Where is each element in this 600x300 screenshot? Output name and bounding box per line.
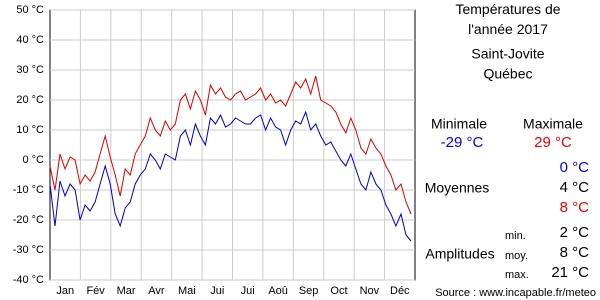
y-tick-label: 10 °C: [16, 124, 44, 136]
amplitude-name: min.: [505, 230, 526, 242]
average-mean: 4 °C: [560, 179, 590, 196]
y-tick-label: 30 °C: [16, 64, 44, 76]
x-tick-label: Jui: [241, 285, 255, 297]
x-tick-label: Mar: [117, 285, 136, 297]
y-tick-label: -20 °C: [13, 214, 44, 226]
y-tick-label: 0 °C: [22, 154, 44, 166]
average-max: 8 °C: [560, 199, 590, 216]
amplitude-value: 2 °C: [560, 224, 590, 241]
amplitudes-label: Amplitudes: [425, 246, 494, 262]
x-tick-label: Oct: [330, 285, 347, 297]
y-tick-label: -10 °C: [13, 184, 44, 196]
y-tick-label: 20 °C: [16, 94, 44, 106]
x-tick-label: Jui: [210, 285, 224, 297]
x-tick-label: Nov: [360, 285, 380, 297]
x-tick-label: Aoû: [268, 285, 288, 297]
temperature-line: [49, 75, 412, 215]
x-tick-label: Sep: [299, 285, 319, 297]
x-tick-label: Mai: [178, 285, 196, 297]
amplitude-value: 8 °C: [560, 244, 590, 261]
x-tick-label: Jan: [56, 285, 74, 297]
y-tick-label: -40 °C: [13, 274, 44, 286]
y-tick-label: 50 °C: [16, 4, 44, 16]
max-label: Maximale: [523, 116, 583, 132]
y-tick-label: 40 °C: [16, 34, 44, 46]
location: Saint-Jovite: [471, 46, 544, 62]
y-tick-label: -30 °C: [13, 244, 44, 256]
temperature-line: [49, 110, 412, 242]
averages-label: Moyennes: [425, 180, 490, 196]
min-label: Minimale: [431, 116, 487, 132]
amplitude-name: max.: [505, 269, 529, 281]
x-tick-label: Déc: [390, 285, 410, 297]
average-min: 0 °C: [560, 159, 590, 176]
source: Source : www.incapable.fr/meteo: [435, 287, 596, 299]
amplitude-value: 21 °C: [551, 264, 589, 281]
max-value: 29 °C: [534, 134, 572, 151]
location: Québec: [483, 66, 532, 82]
x-tick-label: Avr: [148, 285, 165, 297]
amplitude-name: moy.: [505, 250, 528, 262]
chart-title: Températures de l'année 2017: [455, 1, 560, 37]
min-value: -29 °C: [441, 134, 484, 151]
x-tick-label: Fév: [86, 285, 105, 297]
